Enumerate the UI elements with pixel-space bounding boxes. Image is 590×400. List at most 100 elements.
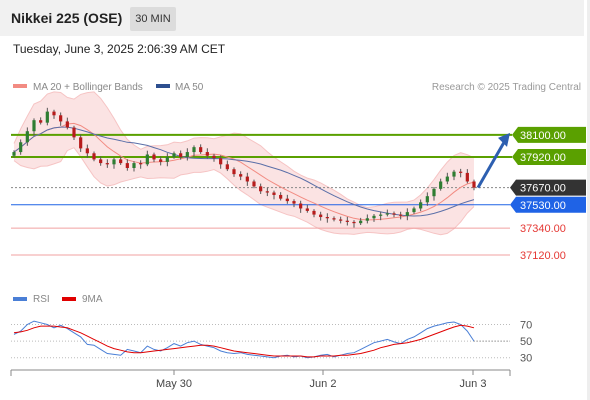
candle-body xyxy=(339,219,343,221)
candle-body xyxy=(145,154,149,165)
candle-body xyxy=(312,210,316,215)
rsi-legend-label: RSI xyxy=(33,294,50,305)
candle-body xyxy=(225,164,229,170)
candle-body xyxy=(279,194,283,199)
level-label-37530.00: 37530.00 xyxy=(520,200,566,212)
candle-body xyxy=(59,115,63,122)
bollinger-band-layer xyxy=(13,91,475,236)
candle-body xyxy=(92,153,96,160)
candle-body xyxy=(332,218,336,220)
candle-body xyxy=(105,163,109,165)
chart-timestamp: Tuesday, June 3, 2025 2:06:39 AM CET xyxy=(13,42,226,56)
candle-body xyxy=(99,159,103,164)
candle-body xyxy=(119,159,123,164)
candle-body xyxy=(352,221,356,224)
candle-body xyxy=(272,192,276,195)
candle-body xyxy=(152,154,156,160)
rsi-legend-swatch xyxy=(13,297,27,301)
candles-layer xyxy=(12,107,476,228)
candle-body xyxy=(365,218,369,221)
level-tag-37530.00 xyxy=(510,196,586,213)
candle-body xyxy=(439,181,443,189)
moving-average-layer xyxy=(13,122,475,221)
legend-ma50: MA 50 xyxy=(175,82,204,93)
candle-body xyxy=(125,163,129,168)
candle-body xyxy=(445,176,449,182)
candle-body xyxy=(465,172,469,182)
x-tick-label: Jun 2 xyxy=(310,378,337,390)
candle-body xyxy=(172,153,176,157)
rsi-ma-line xyxy=(13,324,475,358)
candle-body xyxy=(265,191,269,193)
candle-body xyxy=(19,142,23,153)
candle-body xyxy=(25,131,29,143)
candle-body xyxy=(112,159,116,165)
x-tick-label: Jun 3 xyxy=(460,378,487,390)
level-label-37120.00: 37120.00 xyxy=(520,250,566,262)
candle-body xyxy=(232,169,236,175)
candle-body xyxy=(405,212,409,216)
candle-body xyxy=(459,171,463,173)
bollinger-lower-line xyxy=(13,147,475,236)
candle-body xyxy=(305,208,309,211)
rsi-ma-legend-swatch xyxy=(62,297,76,301)
candle-body xyxy=(85,148,89,154)
candle-body xyxy=(192,147,196,153)
candle-body xyxy=(52,111,56,116)
candle-body xyxy=(65,121,69,128)
candle-body xyxy=(205,152,209,156)
level-label-38100.00: 38100.00 xyxy=(520,130,566,142)
header-bar: Nikkei 225 (OSE) 30 MIN xyxy=(0,0,584,36)
rsi-line xyxy=(13,320,475,359)
candle-body xyxy=(239,174,243,177)
candle-body xyxy=(292,201,296,204)
candle-body xyxy=(199,147,203,153)
candle-body xyxy=(219,158,223,165)
candle-body xyxy=(252,181,256,187)
forecast-arrow-layer xyxy=(476,132,510,189)
candle-body xyxy=(185,152,189,157)
ma20-line xyxy=(13,122,475,221)
rsi-level-label-70: 70 xyxy=(520,319,532,331)
candle-body xyxy=(319,214,323,218)
candle-body xyxy=(412,208,416,213)
timeframe-badge[interactable]: 30 MIN xyxy=(130,7,176,31)
candle-body xyxy=(39,120,43,123)
rsi-layer: 70 50 30 xyxy=(11,319,532,365)
candle-body xyxy=(359,220,363,224)
candle-body xyxy=(379,214,383,216)
legend-swatch-ma50 xyxy=(156,84,170,88)
right-border xyxy=(587,0,590,400)
rsi-ma-legend-label: 9MA xyxy=(82,294,103,305)
ma50-line xyxy=(13,126,475,217)
candle-body xyxy=(139,163,143,165)
candle-body xyxy=(419,202,423,209)
legend-bollinger: MA 20 + Bollinger Bands xyxy=(33,82,143,93)
candle-body xyxy=(12,152,16,156)
candle-body xyxy=(392,213,396,215)
level-tag-37670.00 xyxy=(510,179,586,196)
candle-body xyxy=(259,186,263,192)
candle-body xyxy=(285,198,289,202)
rsi-level-label-50: 50 xyxy=(520,336,532,348)
candle-body xyxy=(72,127,76,138)
candle-body xyxy=(32,120,36,132)
candle-body xyxy=(179,153,183,157)
level-label-37670.00: 37670.00 xyxy=(520,183,566,195)
candle-body xyxy=(385,213,389,215)
candle-body xyxy=(472,181,476,188)
x-axis-ticks-layer: May 30 Jun 2 Jun 3 xyxy=(156,370,487,390)
chart-credit: Research © 2025 Trading Central xyxy=(432,82,581,93)
level-tag-37920.00 xyxy=(512,148,586,165)
candle-body xyxy=(425,196,429,203)
forecast-arrow-shaft xyxy=(476,138,508,189)
candle-body xyxy=(159,159,163,162)
candle-body xyxy=(212,155,216,159)
x-tick-label: May 30 xyxy=(156,378,192,390)
candle-body xyxy=(432,188,436,197)
candle-body xyxy=(45,111,49,123)
candle-body xyxy=(345,220,349,222)
candle-body xyxy=(452,171,456,177)
forecast-arrow-head xyxy=(498,132,510,147)
